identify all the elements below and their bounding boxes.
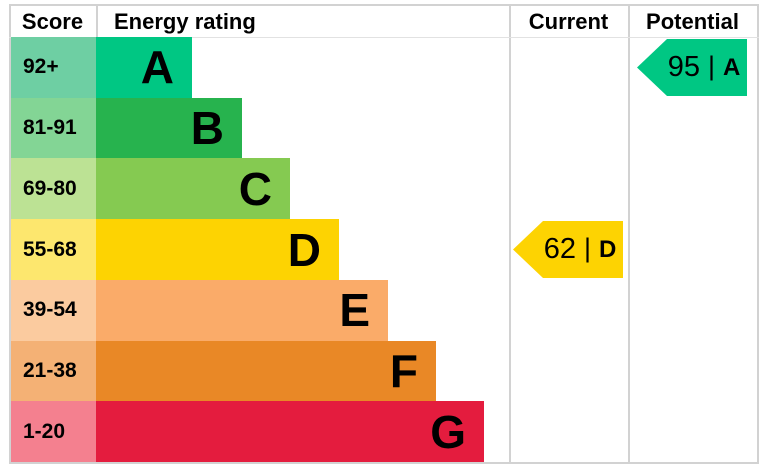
potential-rating-band: A — [722, 53, 741, 81]
score-range-label: 69-80 — [23, 176, 77, 200]
band-letter: F — [389, 344, 418, 397]
rating-bar-g: G — [96, 401, 484, 463]
rating-bar-d: D — [96, 219, 339, 280]
rating-bar-f: F — [96, 340, 436, 402]
potential-column-divider — [628, 4, 630, 464]
score-range-cell: 21-38 — [11, 340, 96, 402]
score-column-header: Score — [21, 8, 84, 34]
band-row-c: 69-80 C — [11, 158, 757, 220]
band-row-e: 39-54 E — [11, 279, 757, 341]
rating-bar-e: E — [96, 279, 388, 341]
score-range-label: 81-91 — [23, 116, 77, 140]
band-letter: C — [238, 162, 272, 215]
band-letter: E — [339, 284, 370, 337]
rating-separator: | — [583, 233, 591, 263]
band-letter: D — [287, 223, 321, 276]
potential-rating-value: 95 — [667, 51, 700, 83]
band-letter: A — [140, 41, 174, 94]
band-letter: G — [430, 405, 466, 458]
score-range-label: 39-54 — [23, 298, 77, 322]
energy-rating-column-header: Energy rating — [114, 8, 256, 34]
score-range-label: 21-38 — [23, 358, 77, 382]
score-column-divider — [96, 4, 98, 37]
band-row-b: 81-91 B — [11, 97, 757, 159]
band-row-a: 92+ A — [11, 37, 757, 98]
current-rating-band: D — [598, 235, 617, 263]
potential-column-header: Potential — [646, 8, 739, 34]
current-column-header: Current — [528, 8, 609, 34]
current-rating-value: 62 — [543, 233, 576, 265]
score-range-cell: 69-80 — [11, 158, 96, 220]
score-range-cell: 1-20 — [11, 401, 96, 463]
band-row-f: 21-38 F — [11, 340, 757, 402]
table-border-left — [9, 4, 11, 464]
table-border-bottom — [9, 462, 759, 464]
band-row-g: 1-20 G — [11, 401, 757, 463]
score-range-cell: 55-68 — [11, 219, 96, 280]
header-underline — [9, 37, 759, 38]
band-row-d: 55-68 D — [11, 219, 757, 280]
table-border-top — [9, 4, 759, 6]
score-range-label: 55-68 — [23, 237, 77, 261]
score-range-label: 92+ — [23, 55, 59, 79]
band-rows: 92+ A 81-91 B 69-80 C 55-68 — [11, 37, 757, 463]
score-range-label: 1-20 — [23, 419, 66, 443]
rating-separator: | — [707, 51, 715, 81]
rating-bar-c: C — [96, 158, 290, 220]
rating-bar-a: A — [96, 37, 192, 98]
rating-bar-b: B — [96, 97, 242, 159]
score-range-cell: 39-54 — [11, 279, 96, 341]
score-range-cell: 81-91 — [11, 97, 96, 159]
current-column-divider — [509, 4, 511, 464]
band-letter: B — [190, 102, 224, 155]
table-border-right — [757, 4, 759, 464]
score-range-cell: 92+ — [11, 37, 96, 98]
